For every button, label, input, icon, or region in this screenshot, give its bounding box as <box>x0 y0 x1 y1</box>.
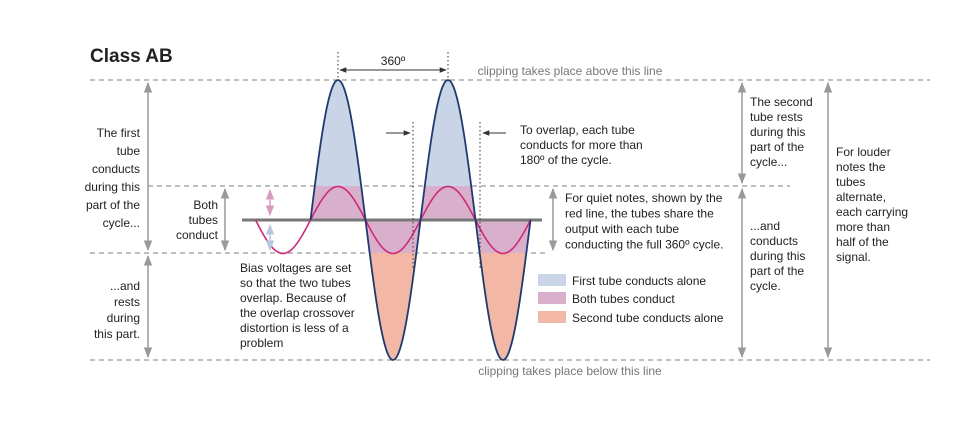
note-line: half of the <box>836 235 889 249</box>
legend-label: Both tubes conduct <box>572 292 675 306</box>
note: ...and conducts during this part of the cycl… <box>750 219 805 293</box>
note-line: output with each tube <box>565 222 679 236</box>
legend-swatch <box>538 274 566 286</box>
note-line: tube rests <box>750 110 803 124</box>
note-line: signal. <box>836 250 871 264</box>
note: Both tubes conduct <box>176 198 219 242</box>
note-line: ...and <box>110 279 140 293</box>
note-line: part of the <box>86 198 140 212</box>
period-label: 360º <box>381 54 406 68</box>
note-line: alternate, <box>836 190 886 204</box>
note-line: more than <box>836 220 890 234</box>
loud-wave <box>309 79 532 361</box>
note-line: tubes <box>189 213 218 227</box>
note-line: Bias voltages are set <box>240 261 352 275</box>
fill-second <box>369 253 527 360</box>
note-line: conducts <box>92 162 140 176</box>
note-line: conducting the full 360º cycle. <box>565 238 723 252</box>
note-line: problem <box>240 336 283 350</box>
note-line: ...and <box>750 219 780 233</box>
note: ...and rests during this part. <box>94 279 140 341</box>
note-line: conducts <box>750 234 798 248</box>
note-line: 180º of the cycle. <box>520 153 612 167</box>
note: For quiet notes, shown by the red line, t… <box>565 191 723 252</box>
note-line: cycle. <box>750 279 781 293</box>
note-line: conducts for more than <box>520 138 643 152</box>
fill-first <box>314 80 472 186</box>
note: To overlap, each tube conducts for more t… <box>520 123 643 167</box>
note: The second tube rests during this part of t… <box>750 95 813 169</box>
note-line: tubes <box>836 175 865 189</box>
note-line: so that the two tubes <box>240 276 351 290</box>
note: For louder notes the tubes alternate, each c… <box>836 145 908 264</box>
note: The first tube conducts during this part of … <box>85 126 141 230</box>
note-line: tube <box>117 144 141 158</box>
quiet-wave <box>254 185 532 255</box>
note-line: distortion is less of a <box>240 321 349 335</box>
note-line: part of the <box>750 140 804 154</box>
note-line: overlap. Because of <box>240 291 347 305</box>
note-line: For louder <box>836 145 891 159</box>
note-line: The second <box>750 95 813 109</box>
note-line: during this <box>85 180 140 194</box>
note-line: the overlap crossover <box>240 306 355 320</box>
note-line: cycle... <box>103 216 140 230</box>
note-line: Both <box>193 198 218 212</box>
note-line: conduct <box>176 228 219 242</box>
legend-swatch <box>538 292 566 304</box>
note-line: rests <box>114 295 140 309</box>
note-line: this part. <box>94 327 140 341</box>
clip-label: clipping takes place above this line <box>478 64 663 78</box>
title: Class AB <box>90 46 173 67</box>
clip-label: clipping takes place below this line <box>478 364 662 378</box>
note-line: red line, the tubes share the <box>565 207 714 221</box>
note-line: part of the <box>750 264 804 278</box>
note-line: notes the <box>836 160 886 174</box>
note-line: during <box>107 311 140 325</box>
note-line: each carrying <box>836 205 908 219</box>
note: Bias voltages are set so that the two tub… <box>240 261 355 350</box>
legend-label: Second tube conducts alone <box>572 311 724 325</box>
note-line: cycle... <box>750 155 787 169</box>
legend-swatch <box>538 311 566 323</box>
note-line: To overlap, each tube <box>520 123 635 137</box>
note-line: during this <box>750 125 805 139</box>
note-line: For quiet notes, shown by the <box>565 191 723 205</box>
note-line: during this <box>750 249 805 263</box>
note-line: The first <box>97 126 141 140</box>
legend-label: First tube conducts alone <box>572 274 706 288</box>
